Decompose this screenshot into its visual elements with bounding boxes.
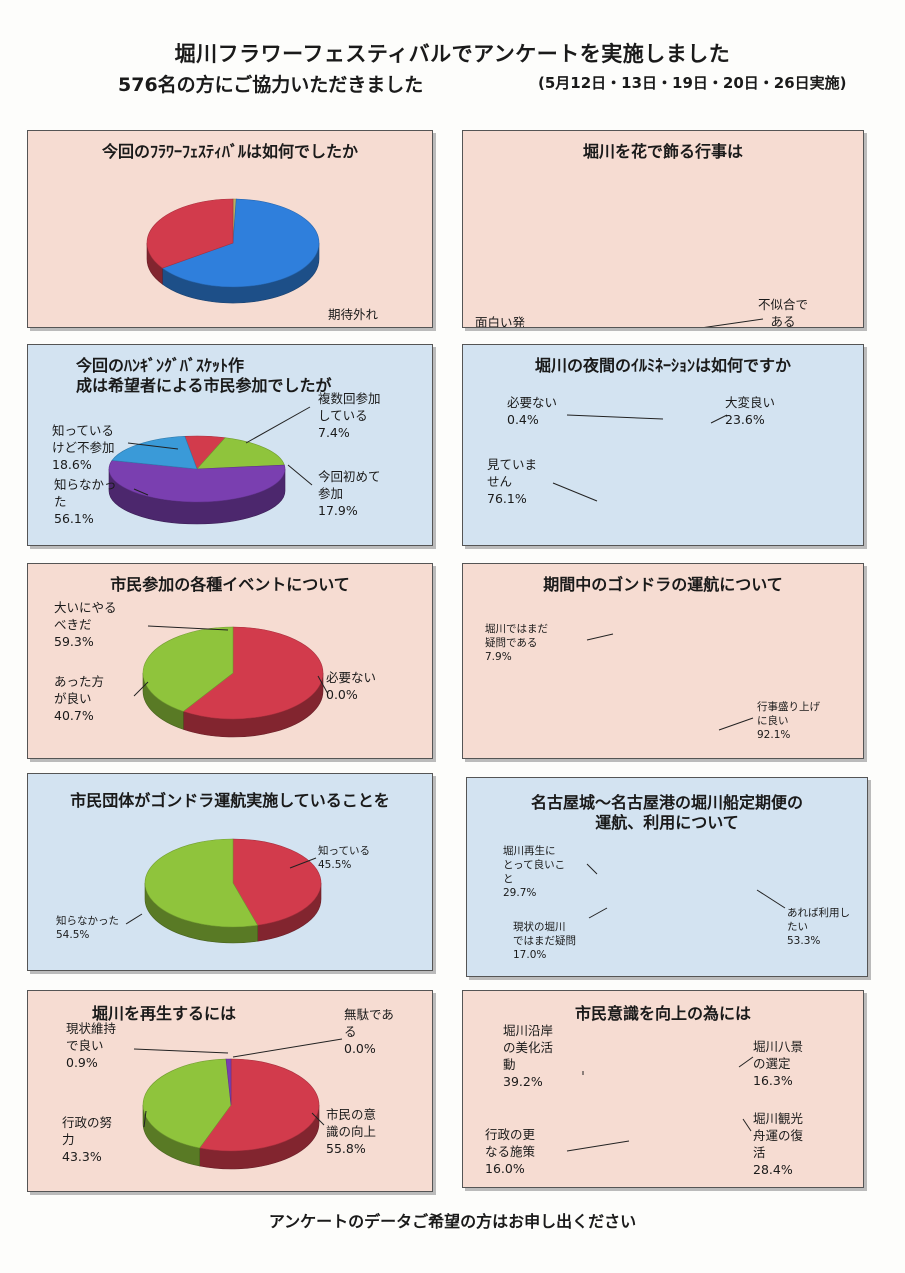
chart-title: 名古屋城～名古屋港の堀川船定期便の運航、利用について [531, 793, 803, 832]
leader-line [133, 681, 149, 697]
leader-line [586, 863, 598, 875]
slice-label: あれば利用したい 53.3% [787, 907, 850, 947]
pie-chart-3: 今回のﾊﾝｷﾞﾝｸﾞﾊﾞｽｹｯﾄ作成は希望者による市民参加でしたが複数回参加して… [52, 356, 381, 526]
slice-label: 現状の堀川ではまだ疑問 17.0% [513, 920, 576, 961]
slice-label: 知らなかった 56.1% [54, 477, 117, 526]
slice-label: 期待外れ0.6% [328, 307, 379, 327]
leader-line [738, 1056, 754, 1068]
slice-label: 無駄である 0.0% [344, 1007, 394, 1056]
leader-line [287, 464, 313, 486]
leader-line [704, 318, 764, 327]
leader-line [566, 1140, 630, 1152]
chart-title: 堀川の夜間のｲﾙﾐﾈｰｼｮﾝは如何ですか [535, 356, 791, 375]
leader-line [586, 633, 614, 641]
pie-slice [146, 198, 234, 269]
leader-line [317, 675, 329, 695]
slice-label: 堀川ではまだ疑問である 7.9% [485, 623, 548, 663]
leader-line [133, 1048, 229, 1054]
chart-panel-4: 堀川の夜間のｲﾙﾐﾈｰｼｮﾝは如何ですか大変良い 23.6% 見ていません 76.1%… [462, 344, 864, 546]
leader-line [756, 889, 786, 909]
slice-label: 大変良い 23.6% [725, 395, 775, 427]
slice-label: 堀川八景の選定 16.3% [753, 1039, 803, 1088]
slice-label: 知っているけど不参加 18.6% [52, 423, 115, 472]
pie-slice [232, 838, 322, 926]
slice-label: 堀川再生にとって良いこと 29.7% [503, 844, 565, 899]
leader-line [566, 414, 664, 420]
leader-line [143, 1110, 147, 1128]
slice-label: 面白い発想37.5% [475, 315, 526, 327]
leader-line [232, 1038, 343, 1058]
leader-line [147, 625, 229, 631]
chart-title: 今回のﾌﾗﾜｰﾌｪｽﾃｨﾊﾞﾙは如何でしたか [101, 142, 358, 161]
pie-slice [196, 437, 285, 470]
slice-label: 知らなかった 54.5% [56, 914, 119, 941]
slice-label: 大いにやるべきだ 59.3% [54, 600, 117, 649]
pie-slice [199, 1058, 320, 1152]
pie-slice [161, 198, 320, 288]
chart-panel-5: 市民参加の各種イベントについて必要ない 0.0% 大いにやるべきだ 59.3% あった方… [27, 563, 433, 759]
slice-label: 不似合である0.3% [758, 297, 808, 327]
chart-panel-3: 今回のﾊﾝｷﾞﾝｸﾞﾊﾞｽｹｯﾄ作成は希望者による市民参加でしたが 複数回参加して… [27, 344, 433, 546]
slice-label: 行政の努力 43.3% [62, 1115, 112, 1164]
pie-chart-2: 堀川を花で飾る行事は不似合である0.3%大変意義がある62.1%面白い発想37.… [475, 142, 808, 327]
chart-title: 堀川を再生するには [92, 1004, 236, 1023]
leader-line [125, 913, 143, 925]
chart-title: 今回のﾊﾝｷﾞﾝｸﾞﾊﾞｽｹｯﾄ作成は希望者による市民参加でしたが [75, 356, 332, 395]
chart-title: 市民参加の各種イベントについて [110, 575, 350, 594]
leader-line [742, 1118, 752, 1132]
chart-title: 市民団体がゴンドラ運航実施していることを [70, 791, 390, 810]
slice-label: 堀川観光舟運の復活 28.4% [753, 1111, 804, 1177]
page-subtitle: 576名の方にご協力いただきました [118, 74, 424, 96]
slice-label: あった方が良い 40.7% [54, 674, 104, 723]
chart-panel-10: 市民意識を向上の為には 堀川八景の選定 16.3% 堀川観光舟運の復活 28.4% 行政の… [462, 990, 864, 1188]
pie-chart-9: 堀川を再生するには 無駄である 0.0% 市民の意識の向上 55.8% 行政の努力 43.3… [62, 1004, 394, 1170]
chart-title: 堀川を花で飾る行事は [583, 142, 743, 161]
leader-line [133, 488, 149, 496]
page-title: 堀川フラワーフェスティバルでアンケートを実施しました [174, 42, 731, 66]
leader-line [311, 1112, 325, 1126]
chart-panel-9: 堀川を再生するには 無駄である 0.0% 市民の意識の向上 55.8% 行政の努力 43.3… [27, 990, 433, 1192]
slice-label: 堀川沿岸の美化活動 39.2% [503, 1023, 553, 1089]
pie-slice [108, 460, 286, 503]
slice-label: 必要ない 0.4% [507, 395, 557, 427]
leader-line [552, 482, 598, 502]
leader-line [245, 406, 311, 444]
slice-label: 必要ない 0.0% [326, 670, 376, 702]
survey-dates: (5月12日・13日・19日・20日・26日実施) [538, 74, 847, 92]
footer-note: アンケートのデータご希望の方はお申し出ください [268, 1212, 637, 1231]
pie-slice [142, 1058, 232, 1149]
chart-panel-6: 期間中のゴンドラの運航について行事盛り上げに良い 92.1% 堀川ではまだ疑問である… [462, 563, 864, 759]
slice-label: 複数回参加している 7.4% [318, 391, 381, 440]
pie-slice [144, 838, 259, 928]
chart-panel-2: 堀川を花で飾る行事は不似合である0.3%大変意義がある62.1%面白い発想37.… [462, 130, 864, 328]
slice-label: 知っている 45.5% [318, 844, 370, 871]
slice-label: 現状維持で良い 0.9% [66, 1021, 116, 1070]
slice-label: 今回初めて参加 17.9% [318, 469, 381, 518]
pie-slice [182, 626, 324, 720]
leader-line [289, 857, 317, 869]
chart-panel-1: 今回のﾌﾗﾜｰﾌｪｽﾃｨﾊﾞﾙは如何でしたか期待外れ0.6%大変良い64.8%ま… [27, 130, 433, 328]
slice-label: 行事盛り上げに良い 92.1% [757, 700, 820, 741]
slice-label: 見ていません 76.1% [487, 457, 537, 506]
leader-line [718, 717, 754, 731]
slice-label: 市民の意識の向上 55.8% [326, 1107, 376, 1156]
leader-line [588, 907, 608, 919]
pie-chart-1: 今回のﾌﾗﾜｰﾌｪｽﾃｨﾊﾞﾙは如何でしたか期待外れ0.6%大変良い64.8%ま… [101, 142, 379, 327]
slice-label: 行政の更なる施策 16.0% [485, 1127, 536, 1176]
chart-panel-7: 市民団体がゴンドラ運航実施していることを知っている 45.5% 知らなかった 54.5… [27, 773, 433, 971]
chart-title: 期間中のゴンドラの運航について [543, 575, 783, 594]
leader-line [127, 442, 179, 450]
chart-panel-8: 名古屋城～名古屋港の堀川船定期便の運航、利用についてあれば利用したい 53.3% 現… [466, 777, 868, 977]
pie-slice [225, 1058, 232, 1106]
chart-title: 市民意識を向上の為には [575, 1004, 751, 1023]
leader-line [710, 414, 728, 424]
